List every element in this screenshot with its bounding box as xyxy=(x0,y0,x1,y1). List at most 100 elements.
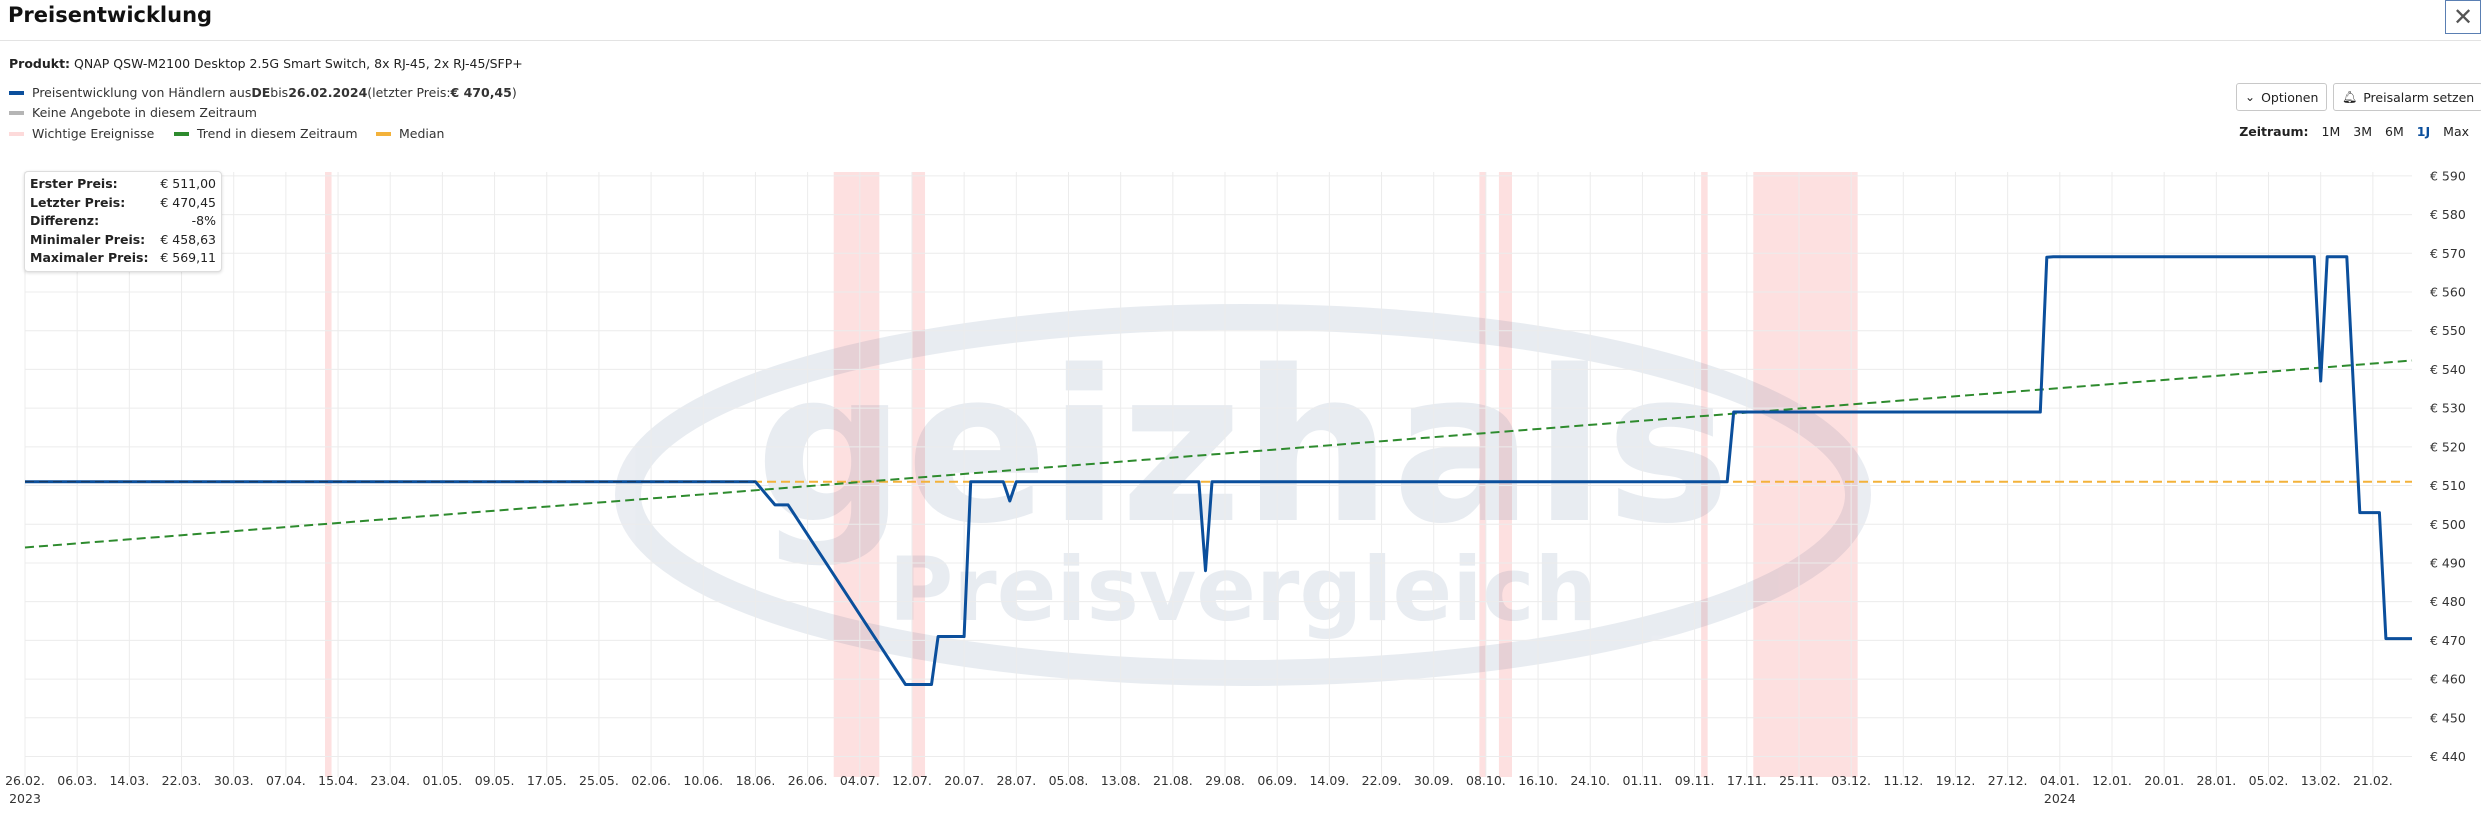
options-button[interactable]: ⌄ Optionen xyxy=(2236,83,2328,111)
zeitraum-1j[interactable]: 1J xyxy=(2416,124,2431,139)
stats-value: € 511,00 xyxy=(160,176,216,191)
legend-swatch-no-offers xyxy=(9,110,24,115)
x-tick-label: 30.09. xyxy=(1414,773,1454,788)
product-label: Produkt: xyxy=(9,56,71,71)
series-trend xyxy=(24,359,2413,549)
y-tick-label: € 450 xyxy=(2430,710,2466,725)
zeitraum-3m[interactable]: 3M xyxy=(2353,124,2373,139)
y-tick-label: € 540 xyxy=(2430,362,2466,377)
x-tick-label: 19.12. xyxy=(1936,773,1976,788)
y-tick-label: € 590 xyxy=(2430,168,2466,183)
y-tick-label: € 490 xyxy=(2430,555,2466,570)
price-alarm-button[interactable]: 🔔︎ Preisalarm setzen xyxy=(2333,83,2481,111)
stats-key: Minimaler Preis: xyxy=(30,231,146,247)
product-line: Produkt: QNAP QSW-M2100 Desktop 2.5G Sma… xyxy=(9,56,523,71)
y-tick-label: € 520 xyxy=(2430,439,2466,454)
x-tick-label: 01.05. xyxy=(423,773,463,788)
x-tick-label: 08.10. xyxy=(1466,773,1506,788)
legend-price-paren: (letzter Preis: xyxy=(367,85,451,100)
x-tick-label: 09.11. xyxy=(1675,773,1715,788)
watermark-brand: geizhals xyxy=(755,325,1730,570)
x-tick-label: 02.06. xyxy=(631,773,671,788)
y-tick-label: € 560 xyxy=(2430,285,2466,300)
x-tick-label: 04.01. xyxy=(2040,773,2080,788)
legend-trend[interactable]: Trend in diesem Zeitraum xyxy=(174,126,358,141)
x-tick-label: 20.07. xyxy=(944,773,984,788)
event-band xyxy=(1479,172,1486,777)
x-tick-label: 29.08. xyxy=(1205,773,1245,788)
legend-median-label: Median xyxy=(399,126,445,141)
legend-events[interactable]: Wichtige Ereignisse xyxy=(9,126,154,141)
x-tick-label: 20.01. xyxy=(2144,773,2184,788)
page-title: Preisentwicklung xyxy=(8,3,213,27)
legend-last-price: € 470,45 xyxy=(450,85,512,100)
zeitraum-1m[interactable]: 1M xyxy=(2321,124,2341,139)
x-tick-label: 16.10. xyxy=(1518,773,1558,788)
watermark-ellipse xyxy=(615,304,1871,686)
x-tick-label: 30.03. xyxy=(214,773,254,788)
legend-no-offers-label: Keine Angebote in diesem Zeitraum xyxy=(32,105,257,120)
close-icon: ✕ xyxy=(2452,3,2474,31)
x-tick-label: 12.01. xyxy=(2092,773,2132,788)
series-preisentwicklung xyxy=(25,255,2412,686)
event-band xyxy=(1498,172,1512,777)
x-tick-label: 28.07. xyxy=(996,773,1036,788)
x-tick-label: 17.05. xyxy=(527,773,567,788)
stats-value: € 458,63 xyxy=(160,231,216,247)
y-tick-label: € 440 xyxy=(2430,749,2466,764)
legend-events-label: Wichtige Ereignisse xyxy=(32,126,155,141)
stats-value: -8% xyxy=(191,213,216,229)
zeitraum-label: Zeitraum: xyxy=(2239,124,2309,139)
event-band xyxy=(1753,172,1858,777)
stats-row: Minimaler Preis: € 458,63 xyxy=(30,231,216,250)
x-tick-label: 26.02. xyxy=(5,773,45,788)
x-tick-label: 09.05. xyxy=(475,773,515,788)
x-year-label: 2023 xyxy=(9,791,41,806)
y-tick-label: € 530 xyxy=(2430,401,2466,416)
stats-key: Maximaler Preis: xyxy=(30,250,149,266)
legend-swatch-median xyxy=(376,131,391,136)
legend-median[interactable]: Median xyxy=(376,126,444,141)
event-band xyxy=(833,172,880,777)
y-tick-label: € 580 xyxy=(2430,207,2466,222)
stats-row: Differenz: -8% xyxy=(30,212,216,231)
x-tick-label: 15.04. xyxy=(318,773,358,788)
stats-value: € 569,11 xyxy=(160,250,216,266)
stats-row: Letzter Preis: € 470,45 xyxy=(30,194,216,213)
x-tick-label: 21.02. xyxy=(2353,773,2393,788)
x-tick-label: 14.03. xyxy=(109,773,149,788)
event-band xyxy=(911,172,926,777)
legend-swatch-trend xyxy=(174,131,189,136)
x-tick-label: 14.09. xyxy=(1309,773,1349,788)
legend-price-country: DE xyxy=(251,85,271,100)
dialog-header: Preisentwicklung ✕ xyxy=(0,0,2481,41)
event-band xyxy=(1701,172,1708,777)
x-tick-label: 11.12. xyxy=(1883,773,1923,788)
zeitraum-6m[interactable]: 6M xyxy=(2385,124,2404,139)
y-tick-label: € 470 xyxy=(2430,633,2466,648)
bell-icon: 🔔︎ xyxy=(2342,90,2358,104)
watermark: geizhals Preisvergleich xyxy=(615,304,1871,686)
x-tick-label: 24.10. xyxy=(1570,773,1610,788)
zeitraum-max[interactable]: Max xyxy=(2443,124,2469,139)
y-tick-label: € 510 xyxy=(2430,478,2466,493)
options-label: Optionen xyxy=(2261,89,2319,105)
chevron-down-icon: ⌄ xyxy=(2245,90,2256,104)
x-year-label: 2024 xyxy=(2044,791,2076,806)
x-tick-label: 26.06. xyxy=(788,773,828,788)
legend-price-date: 26.02.2024 xyxy=(288,85,368,100)
y-tick-label: € 460 xyxy=(2430,672,2466,687)
event-band xyxy=(325,172,332,777)
x-tick-label: 01.11. xyxy=(1623,773,1663,788)
product-name: QNAP QSW-M2100 Desktop 2.5G Smart Switch… xyxy=(74,56,523,71)
x-tick-label: 21.08. xyxy=(1153,773,1193,788)
y-tick-label: € 500 xyxy=(2430,517,2466,532)
legend-price-series[interactable]: Preisentwicklung von Händlern aus DE bis… xyxy=(9,85,517,100)
legend-no-offers[interactable]: Keine Angebote in diesem Zeitraum xyxy=(9,105,257,120)
stats-key: Erster Preis: xyxy=(30,176,118,191)
y-tick-label: € 570 xyxy=(2430,246,2466,261)
x-tick-label: 05.08. xyxy=(1049,773,1089,788)
legend-swatch-events xyxy=(9,131,24,136)
x-tick-label: 12.07. xyxy=(892,773,932,788)
